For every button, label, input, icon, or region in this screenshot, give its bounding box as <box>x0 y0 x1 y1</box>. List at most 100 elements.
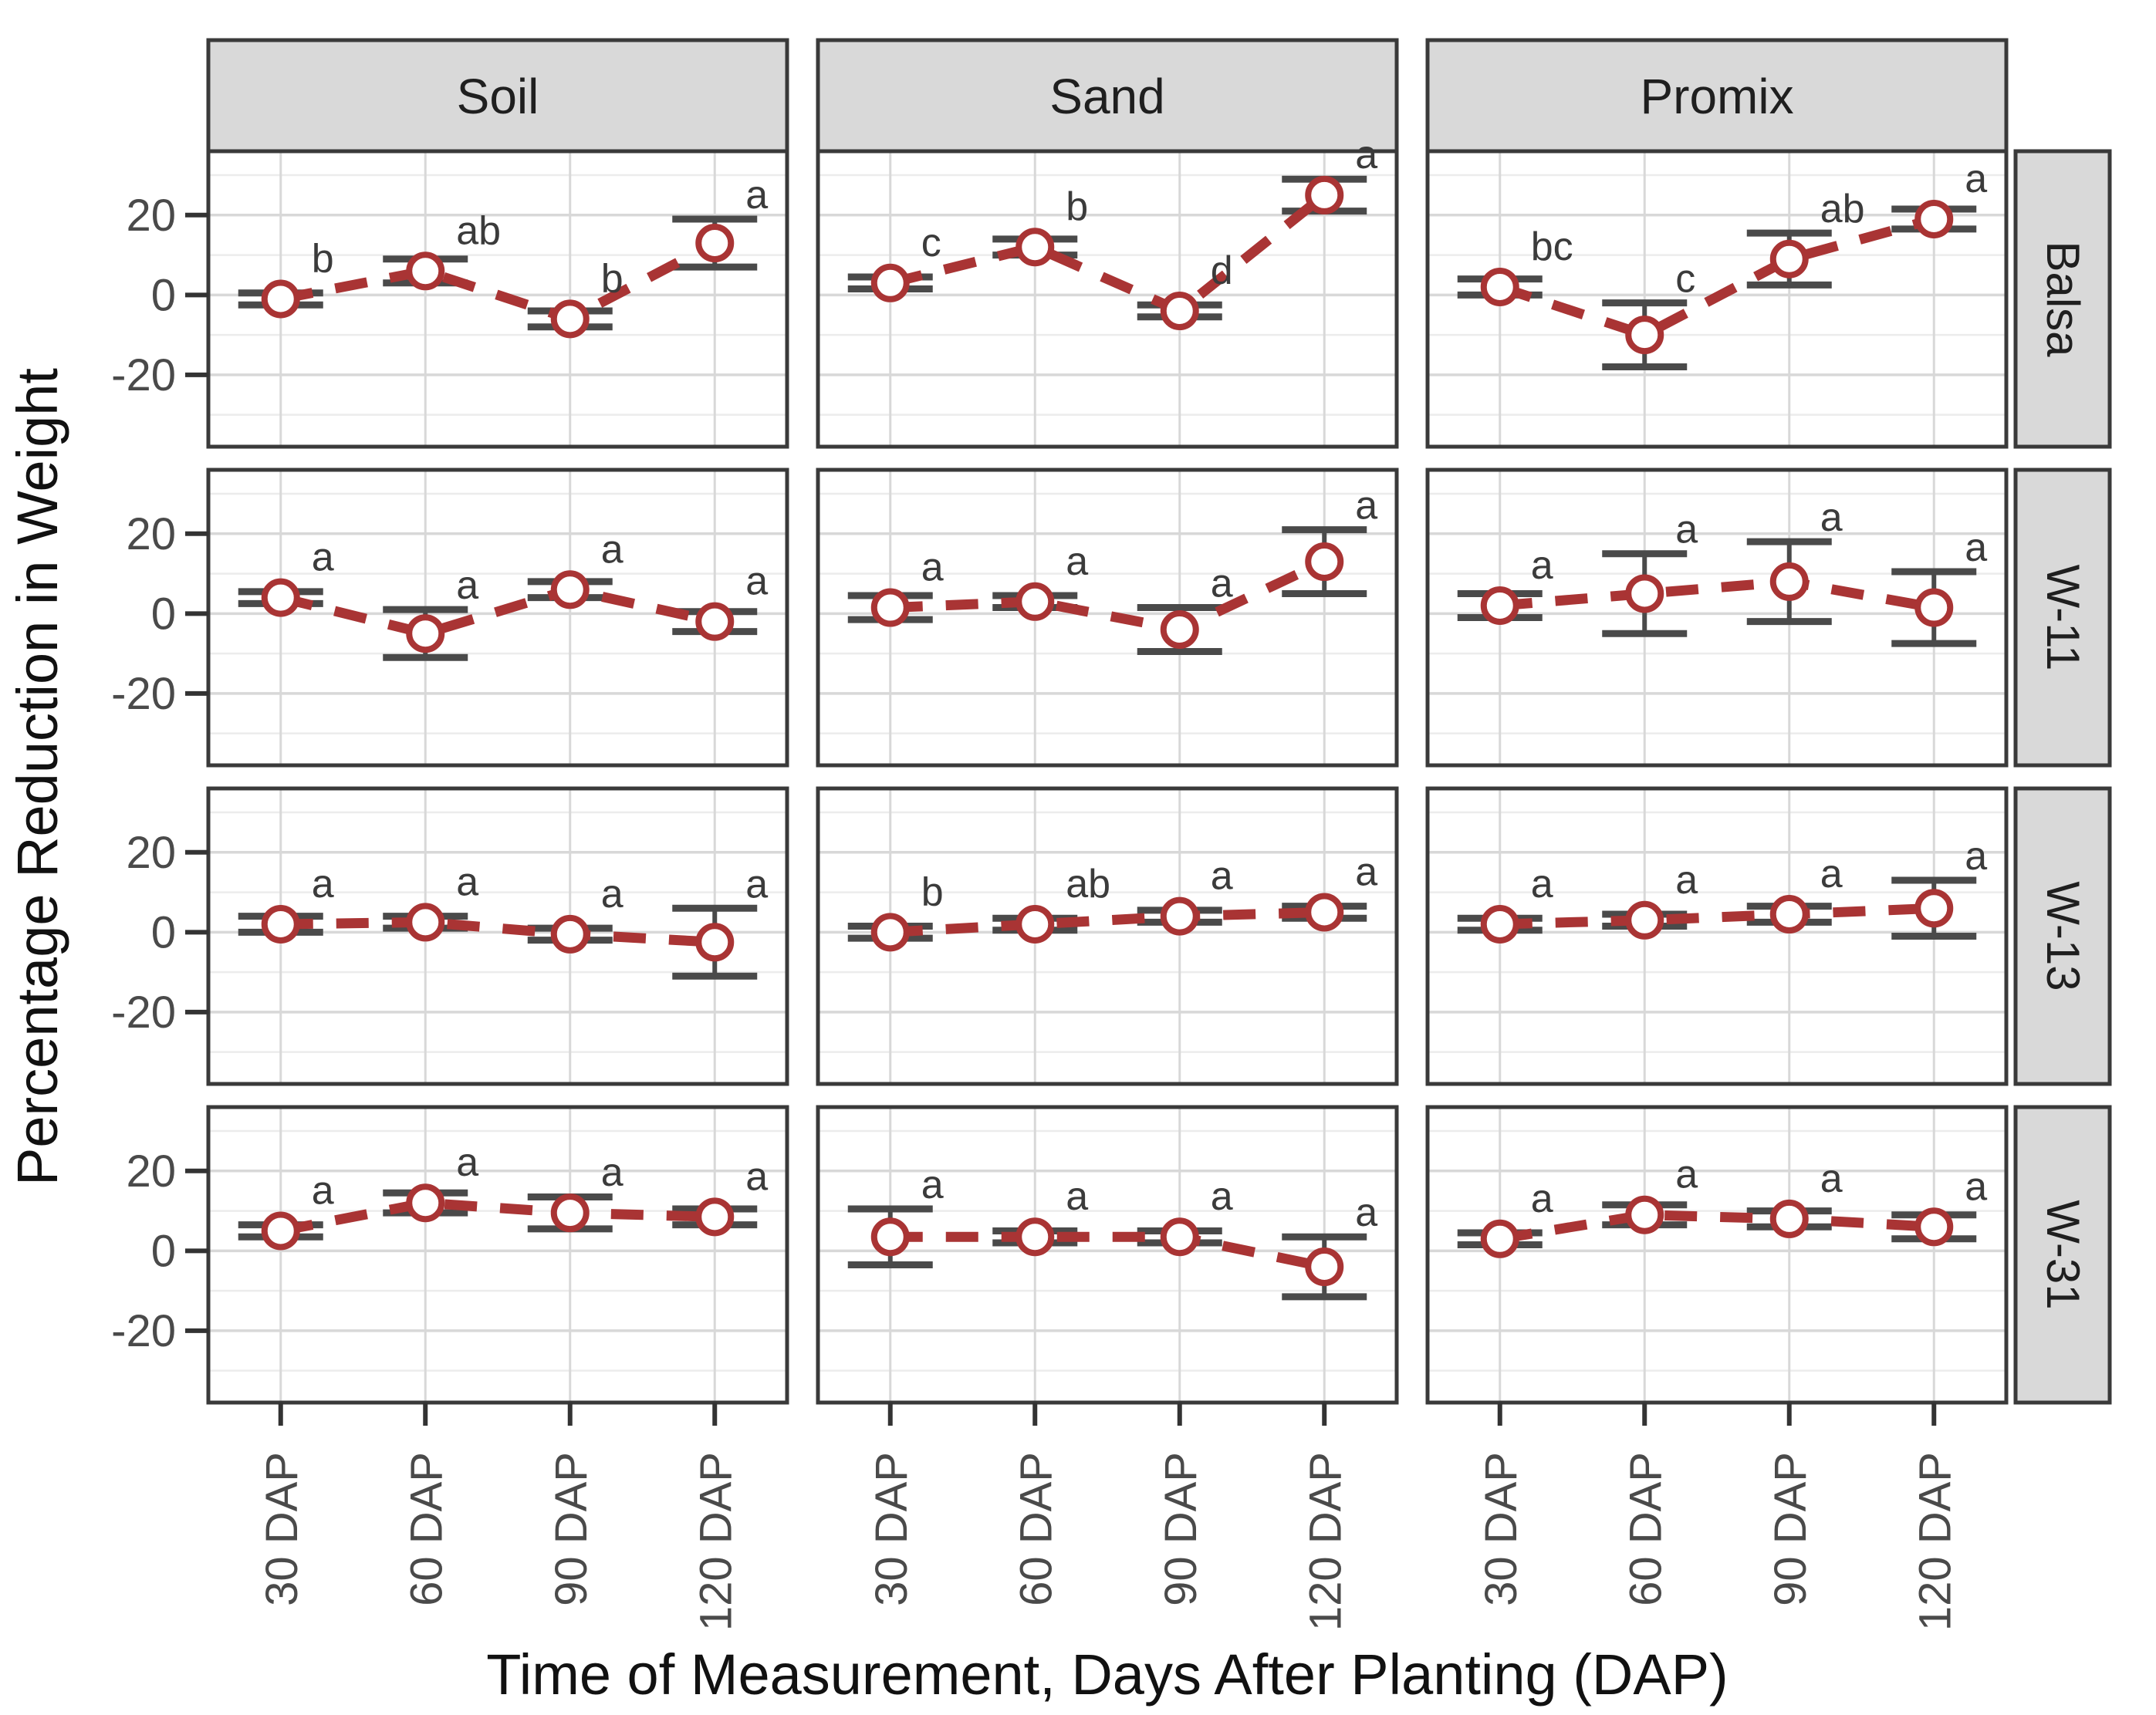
panel-background <box>208 1107 787 1403</box>
data-point <box>1769 895 1809 934</box>
panel-border <box>1425 786 2009 1086</box>
significance-letter: a <box>1675 858 1698 903</box>
data-point <box>1305 893 1344 932</box>
significance-letter: a <box>601 872 623 917</box>
x-tick-label: 60 DAP <box>1620 1452 1671 1606</box>
data-point <box>550 914 590 954</box>
panel-border <box>206 149 789 449</box>
panel-border <box>206 1105 789 1405</box>
y-tick-label: -20 <box>111 669 176 719</box>
significance-letter: a <box>601 1150 623 1195</box>
trend-line <box>1499 1210 1935 1244</box>
panel-border <box>1425 468 2009 768</box>
panel-background <box>818 1107 1397 1403</box>
y-tick-label: 20 <box>126 191 176 241</box>
x-axis-title: Time of Measurement, Days After Planting… <box>486 1642 1728 1707</box>
x-tick-label: 90 DAP <box>546 1452 596 1606</box>
significance-letter: a <box>1211 562 1233 606</box>
data-point <box>1160 610 1199 650</box>
data-point <box>1015 228 1055 267</box>
data-point <box>870 588 910 627</box>
significance-letter: a <box>745 559 768 604</box>
facet-strip-row <box>2013 1105 2112 1405</box>
x-tick-label: 120 DAP <box>1300 1452 1350 1631</box>
significance-letter: a <box>456 1140 478 1185</box>
data-point <box>1625 574 1664 613</box>
y-tick-label: -20 <box>111 987 176 1038</box>
facet-strip-col-label: Promix <box>1640 69 1793 124</box>
data-point <box>1305 175 1344 214</box>
significance-letter: a <box>601 527 623 572</box>
y-tick-label: -20 <box>111 1306 176 1356</box>
data-point <box>1769 562 1809 601</box>
y-tick-label: 20 <box>126 1146 176 1197</box>
panel-background <box>208 470 787 765</box>
significance-letter: a <box>456 859 478 904</box>
data-point <box>870 913 910 952</box>
significance-letter: d <box>1211 248 1233 293</box>
panel-border <box>816 149 1399 449</box>
x-tick-label: 120 DAP <box>691 1452 741 1631</box>
y-tick-label: 0 <box>151 589 176 639</box>
data-point <box>1769 239 1809 279</box>
data-point <box>550 570 590 609</box>
facet-strip-col-label: Sand <box>1049 69 1164 124</box>
facet-strip-row <box>2013 468 2112 768</box>
data-point <box>1914 1207 1954 1247</box>
x-tick-label: 90 DAP <box>1766 1452 1816 1606</box>
data-point <box>406 614 445 653</box>
facet-strip-row-label: W-13 <box>2037 881 2089 991</box>
significance-letter: a <box>1211 1174 1233 1219</box>
trend-line <box>279 584 716 639</box>
facet-strip-row-label: W-11 <box>2037 565 2089 671</box>
trend-line <box>890 557 1327 635</box>
data-point <box>870 1217 910 1257</box>
significance-letter: ab <box>1820 187 1865 231</box>
data-point <box>1480 904 1519 944</box>
panel-background <box>1428 1107 2006 1403</box>
significance-letter: a <box>1531 1177 1553 1221</box>
data-point <box>695 1197 735 1237</box>
data-point <box>261 904 300 944</box>
data-point <box>406 252 445 291</box>
trend-line <box>890 906 1325 937</box>
trend-line <box>889 191 1328 317</box>
data-point <box>1305 542 1344 582</box>
data-point <box>1769 1199 1809 1238</box>
trend-line <box>890 1231 1326 1272</box>
significance-letter: a <box>1355 133 1377 177</box>
x-tick-label: 30 DAP <box>1476 1452 1526 1606</box>
y-tick-label: 0 <box>151 1226 176 1276</box>
trend-line <box>1499 576 1935 613</box>
facet-grid: Soil Sand PromixBalsaW-11W-13W-31babba200-… <box>111 38 2112 1631</box>
significance-letter: c <box>921 221 941 265</box>
significance-letter: a <box>1355 849 1377 894</box>
significance-letter: ab <box>456 208 501 253</box>
y-axis-title: Percentage Reduction in Weight <box>5 368 69 1186</box>
significance-letter: a <box>745 173 768 218</box>
data-point <box>261 578 300 617</box>
significance-letter: b <box>1066 184 1088 229</box>
significance-letter: a <box>1675 1153 1698 1197</box>
significance-letter: a <box>1355 1190 1377 1235</box>
significance-letter: a <box>1355 484 1377 528</box>
significance-letter: a <box>921 545 944 590</box>
significance-letter: a <box>1965 1164 1987 1209</box>
data-point <box>1625 1195 1664 1234</box>
y-tick-label: 20 <box>126 828 176 878</box>
facet-strip-row <box>2013 149 2112 449</box>
significance-letter: a <box>1965 525 1987 570</box>
significance-letter: c <box>1675 257 1695 302</box>
panel-border <box>206 468 789 768</box>
facet-strip-row <box>2013 786 2112 1086</box>
significance-letter: a <box>745 1154 768 1199</box>
panel-border <box>1425 149 2009 449</box>
trend-line <box>1499 903 1935 930</box>
data-point <box>1914 588 1954 627</box>
trend-line <box>1498 214 1935 341</box>
significance-letter: ab <box>1066 862 1110 906</box>
significance-letter: a <box>1820 495 1843 540</box>
data-point <box>261 279 300 319</box>
data-point <box>1480 1219 1519 1258</box>
